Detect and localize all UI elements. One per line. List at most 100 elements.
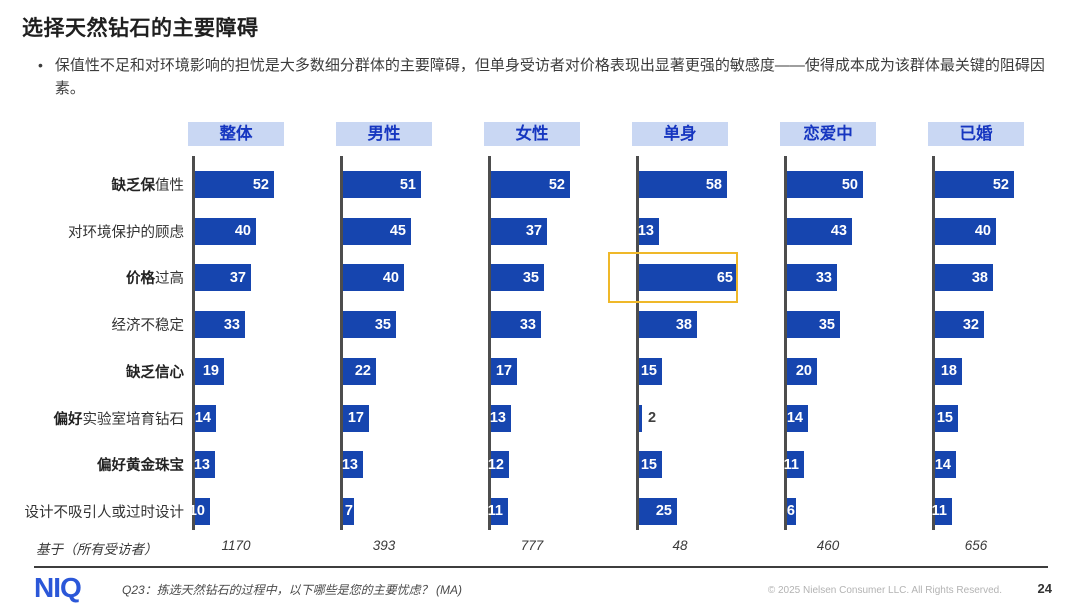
bar-value: 33: [815, 269, 832, 286]
bar: 11: [488, 497, 508, 525]
base-row-label: 基于（所有受访者）: [36, 542, 158, 557]
bar-value: 40: [234, 223, 251, 240]
bar-value: 33: [519, 316, 536, 333]
bar-value: 15: [640, 363, 657, 380]
bar-value: 13: [193, 456, 210, 473]
bar-value: 17: [347, 410, 364, 426]
bar: 15: [639, 357, 662, 385]
highlight-box: [608, 252, 738, 304]
bar: 18: [935, 357, 962, 385]
bar: 7: [343, 497, 354, 525]
bar: 40: [935, 217, 996, 245]
base-value: 777: [520, 538, 544, 553]
bar: 13: [341, 451, 363, 479]
bar: 22: [343, 357, 376, 385]
group-column-2: 女性 52 37 35 33 17 13 12 11 777: [484, 122, 636, 558]
bar-value: 58: [705, 176, 722, 193]
category-label-part: 缺乏保: [111, 178, 156, 194]
category-label: 缺乏保 值性: [0, 171, 185, 198]
bar-value: 7: [344, 503, 353, 520]
group-column-4: 恋爱中 50 43 33 35 20 14 11 6 460: [780, 122, 932, 558]
category-label-part: 价格: [126, 271, 155, 288]
category-label-part: 对环境保护的顾虑: [68, 224, 184, 241]
group-header-pill: 单身: [632, 122, 728, 146]
category-label-part: 缺乏信心: [126, 364, 184, 381]
bar: 33: [491, 311, 541, 339]
bar-value: 40: [974, 223, 991, 240]
bar-value: 52: [992, 176, 1009, 193]
bar: 51: [343, 171, 421, 198]
bar-value: 25: [655, 503, 672, 520]
bar-value: 11: [931, 503, 947, 520]
bar-value: 13: [341, 456, 358, 473]
bar-value: 40: [382, 269, 399, 286]
bar: 13: [490, 404, 511, 432]
bullet-dot: •: [38, 57, 43, 73]
bar: 35: [787, 311, 840, 339]
group-column-5: 已婚 52 40 38 32 18 15 14 11 656: [928, 122, 1080, 558]
bar: 15: [639, 451, 662, 479]
bar-value: 10: [188, 503, 205, 520]
bar: 2: [639, 404, 656, 432]
page-number: 24: [1037, 581, 1052, 596]
bar: 38: [935, 264, 993, 292]
bar-value: 15: [936, 410, 953, 426]
bar-value: 2: [648, 410, 657, 426]
group-header-pill: 恋爱中: [780, 122, 876, 146]
bar-value: 50: [841, 176, 858, 193]
bar: 14: [934, 451, 956, 479]
bar-value: 35: [522, 269, 539, 286]
bar-value: 43: [830, 223, 847, 240]
bar: 52: [935, 171, 1014, 198]
bar: 40: [195, 217, 256, 245]
category-label: 设计不吸引人或过时设计: [0, 498, 185, 525]
footer-question: Q23：拣选天然钻石的过程中，以下哪些是您的主要忧虑？ (MA): [122, 583, 463, 597]
bar: 35: [491, 264, 544, 292]
summary-bullet: • 保值性不足和对环境影响的担忧是大多数细分群体的主要障碍，但单身受访者对价格表…: [38, 55, 1052, 100]
bar-value: 17: [495, 363, 512, 380]
bar: 13: [637, 217, 659, 245]
bar: 19: [195, 357, 224, 385]
bar: 58: [639, 171, 727, 198]
page-title: 选择天然钻石的主要障碍: [22, 17, 259, 40]
summary-text: 保值性不足和对环境影响的担忧是大多数细分群体的主要障碍，但单身受访者对价格表现出…: [54, 57, 1045, 97]
bar-value: 32: [962, 316, 979, 333]
axis-line: 50 43 33 35 20 14 11 6: [784, 156, 932, 530]
bar: 14: [194, 404, 216, 432]
bar: 45: [343, 217, 411, 245]
axis-line: 52 40 37 33 19 14 13 10: [188, 156, 340, 530]
bar-value: 15: [640, 456, 657, 473]
bar-value: 52: [548, 176, 565, 193]
category-label: 缺乏信心: [0, 358, 184, 385]
bar-value: 14: [194, 410, 211, 426]
barrier-bar-chart: 缺乏保 值性 对环境保护的顾虑 价格 过高 经济不稳定 缺乏信心 偏好 实验室培育钻石 偏好黄金珠…: [0, 122, 1080, 558]
category-label: 价格 过高: [0, 264, 184, 291]
bar: 37: [491, 217, 547, 245]
bar-value: 38: [675, 316, 692, 333]
category-label: 偏好 实验室培育钻石: [0, 405, 185, 432]
axis-line: 58 13 65 38 15 2 15 25: [608, 156, 784, 530]
base-value: 48: [672, 538, 688, 553]
bar: 13: [193, 451, 215, 479]
bar: 32: [935, 311, 984, 339]
bar: 25: [639, 497, 677, 525]
axis-line: 52 37 35 33 17 13 12 11: [488, 156, 636, 530]
bar: 33: [195, 311, 245, 339]
bar-value: 18: [940, 363, 957, 380]
bar-value: 14: [786, 410, 803, 426]
bar: 11: [931, 497, 952, 525]
base-value: 393: [372, 538, 396, 553]
bar-value: 13: [637, 223, 654, 240]
bar: 17: [343, 404, 369, 432]
bar: 12: [488, 451, 509, 479]
bar: 20: [787, 357, 817, 385]
base-value: 656: [964, 538, 988, 553]
category-label: 对环境保护的顾虑: [0, 218, 184, 245]
bar: 40: [343, 264, 404, 292]
group-header-pill: 整体: [188, 122, 284, 146]
bar-value: 14: [934, 456, 951, 473]
base-value: 460: [816, 538, 840, 553]
axis-line: 52 40 38 32 18 15 14 11: [932, 156, 1080, 530]
category-label-part: 值性: [155, 178, 184, 194]
bar: 14: [786, 404, 808, 432]
